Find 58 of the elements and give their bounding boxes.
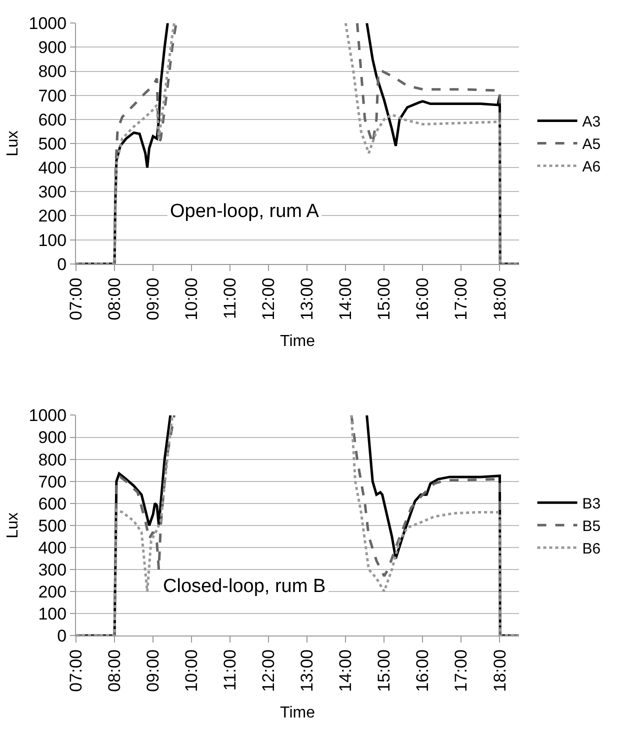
x-tick-label: 12:00 xyxy=(259,649,278,692)
y-tick-label: 800 xyxy=(38,450,67,470)
annotation: Open-loop, rum A xyxy=(170,201,320,222)
y-tick-label: 700 xyxy=(38,472,67,492)
legend-label: B3 xyxy=(582,496,601,513)
y-tick-label: 0 xyxy=(57,254,67,274)
y-tick-label: 1000 xyxy=(28,14,67,34)
x-tick-label: 14:00 xyxy=(336,278,356,320)
x-tick-label: 08:00 xyxy=(105,278,124,320)
x-tick-label: 09:00 xyxy=(144,278,163,320)
annotation: Closed-loop, rum B xyxy=(163,576,326,597)
legend-label: A5 xyxy=(582,136,601,154)
y-axis-title: Lux xyxy=(4,512,22,538)
x-tick-label: 11:00 xyxy=(220,278,240,319)
legend-label: B6 xyxy=(582,540,601,558)
y-tick-label: 400 xyxy=(38,158,67,178)
legend-label: A3 xyxy=(582,114,601,131)
y-tick-label: 600 xyxy=(38,110,67,130)
x-tick-label: 12:00 xyxy=(259,278,278,320)
y-tick-label: 700 xyxy=(38,86,67,106)
x-tick-label: 13:00 xyxy=(298,649,317,692)
legend-label: B5 xyxy=(582,518,601,536)
x-tick-label: 09:00 xyxy=(144,649,163,692)
x-axis-title: Time xyxy=(280,704,316,722)
x-axis-title: Time xyxy=(280,332,316,350)
y-tick-label: 600 xyxy=(38,494,67,514)
x-tick-label: 07:00 xyxy=(66,649,86,692)
y-tick-label: 300 xyxy=(38,182,67,202)
y-tick-label: 0 xyxy=(57,626,67,646)
x-tick-label: 07:00 xyxy=(66,278,86,320)
y-tick-label: 200 xyxy=(38,582,67,602)
x-tick-label: 15:00 xyxy=(374,649,394,692)
y-tick-label: 900 xyxy=(38,38,67,58)
y-tick-label: 500 xyxy=(38,134,67,154)
x-tick-label: 16:00 xyxy=(413,278,432,320)
y-tick-label: 100 xyxy=(38,604,67,624)
x-tick-label: 13:00 xyxy=(298,278,317,320)
y-tick-label: 800 xyxy=(38,62,67,82)
y-tick-label: 200 xyxy=(38,206,67,226)
legend-label: A6 xyxy=(582,158,601,176)
x-tick-label: 18:00 xyxy=(490,649,510,692)
y-axis-title: Lux xyxy=(4,130,22,156)
y-tick-label: 300 xyxy=(38,560,67,580)
y-tick-label: 500 xyxy=(38,516,67,536)
y-tick-label: 400 xyxy=(38,538,67,558)
x-tick-label: 16:00 xyxy=(413,649,432,692)
y-tick-label: 100 xyxy=(38,230,67,250)
x-tick-label: 17:00 xyxy=(452,278,471,320)
x-tick-label: 18:00 xyxy=(490,278,510,320)
y-tick-label: 1000 xyxy=(28,406,67,426)
x-tick-label: 10:00 xyxy=(182,649,202,692)
x-tick-label: 11:00 xyxy=(220,649,240,691)
x-tick-label: 17:00 xyxy=(452,649,471,692)
y-tick-label: 900 xyxy=(38,428,67,448)
x-tick-label: 15:00 xyxy=(374,278,394,320)
x-tick-label: 10:00 xyxy=(182,278,202,320)
x-tick-label: 14:00 xyxy=(336,649,356,692)
x-tick-label: 08:00 xyxy=(105,649,124,692)
